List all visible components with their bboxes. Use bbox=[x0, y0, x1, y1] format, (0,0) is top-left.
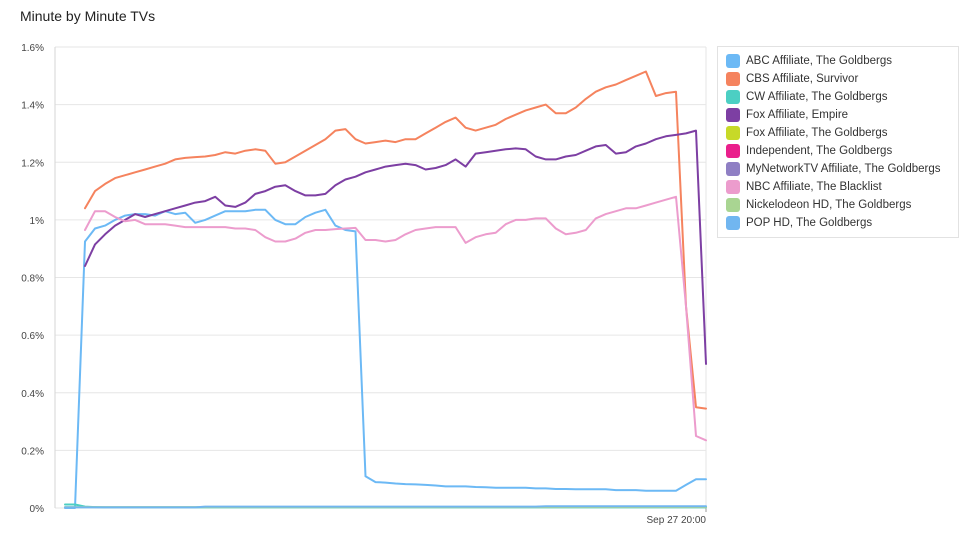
legend-swatch bbox=[726, 108, 740, 122]
legend-label: CBS Affiliate, Survivor bbox=[746, 73, 859, 85]
legend-item[interactable]: ABC Affiliate, The Goldbergs bbox=[726, 52, 958, 70]
y-tick-label: 0.2% bbox=[21, 446, 44, 457]
y-tick-label: 1.4% bbox=[21, 101, 44, 112]
legend-label: Independent, The Goldbergs bbox=[746, 145, 893, 157]
x-axis: Sep 27 20:00 bbox=[647, 508, 707, 526]
legend-swatch bbox=[726, 216, 740, 230]
legend-item[interactable]: CBS Affiliate, Survivor bbox=[726, 70, 958, 88]
legend-item[interactable]: Nickelodeon HD, The Goldbergs bbox=[726, 196, 958, 214]
legend-swatch bbox=[726, 162, 740, 176]
legend-item[interactable]: Fox Affiliate, Empire bbox=[726, 106, 958, 124]
legend-label: Fox Affiliate, The Goldbergs bbox=[746, 127, 888, 139]
series-line-0 bbox=[64, 208, 707, 509]
legend-label: ABC Affiliate, The Goldbergs bbox=[746, 55, 892, 67]
y-tick-label: 0% bbox=[30, 504, 45, 515]
legend-swatch bbox=[726, 180, 740, 194]
legend-item[interactable]: CW Affiliate, The Goldbergs bbox=[726, 88, 958, 106]
legend-label: Nickelodeon HD, The Goldbergs bbox=[746, 199, 912, 211]
series-line-3 bbox=[84, 129, 707, 365]
legend-swatch bbox=[726, 126, 740, 140]
legend-swatch bbox=[726, 198, 740, 212]
legend-swatch bbox=[726, 54, 740, 68]
legend-label: POP HD, The Goldbergs bbox=[746, 217, 873, 229]
legend-swatch bbox=[726, 90, 740, 104]
chart-title: Minute by Minute TVs bbox=[20, 8, 156, 24]
legend-item[interactable]: MyNetworkTV Affiliate, The Goldbergs bbox=[726, 160, 958, 178]
x-tick-label: Sep 27 20:00 bbox=[647, 515, 707, 526]
legend-item[interactable]: NBC Affiliate, The Blacklist bbox=[726, 178, 958, 196]
series-line-9 bbox=[64, 505, 707, 509]
legend-item[interactable]: POP HD, The Goldbergs bbox=[726, 214, 958, 232]
series-lines bbox=[64, 70, 707, 509]
y-tick-label: 0.6% bbox=[21, 331, 44, 342]
y-tick-label: 1.6% bbox=[21, 43, 44, 54]
legend-label: Fox Affiliate, Empire bbox=[746, 109, 849, 121]
legend-swatch bbox=[726, 72, 740, 86]
legend-label: NBC Affiliate, The Blacklist bbox=[746, 181, 882, 193]
y-tick-label: 0.8% bbox=[21, 274, 44, 285]
legend-label: MyNetworkTV Affiliate, The Goldbergs bbox=[746, 163, 941, 175]
y-tick-label: 1.2% bbox=[21, 158, 44, 169]
legend-label: CW Affiliate, The Goldbergs bbox=[746, 91, 888, 103]
y-axis: 0% 0.2% 0.4% 0.6% 0.8% 1% 1.2% 1.4% 1.6% bbox=[21, 43, 44, 515]
legend-item[interactable]: Independent, The Goldbergs bbox=[726, 142, 958, 160]
grid-lines bbox=[54, 46, 707, 509]
y-tick-label: 1% bbox=[30, 216, 45, 227]
y-tick-label: 0.4% bbox=[21, 389, 44, 400]
series-line-1 bbox=[84, 70, 707, 410]
series-line-7 bbox=[84, 195, 707, 442]
legend-item[interactable]: Fox Affiliate, The Goldbergs bbox=[726, 124, 958, 142]
legend-swatch bbox=[726, 144, 740, 158]
legend: ABC Affiliate, The Goldbergs CBS Affiliat… bbox=[717, 46, 959, 238]
